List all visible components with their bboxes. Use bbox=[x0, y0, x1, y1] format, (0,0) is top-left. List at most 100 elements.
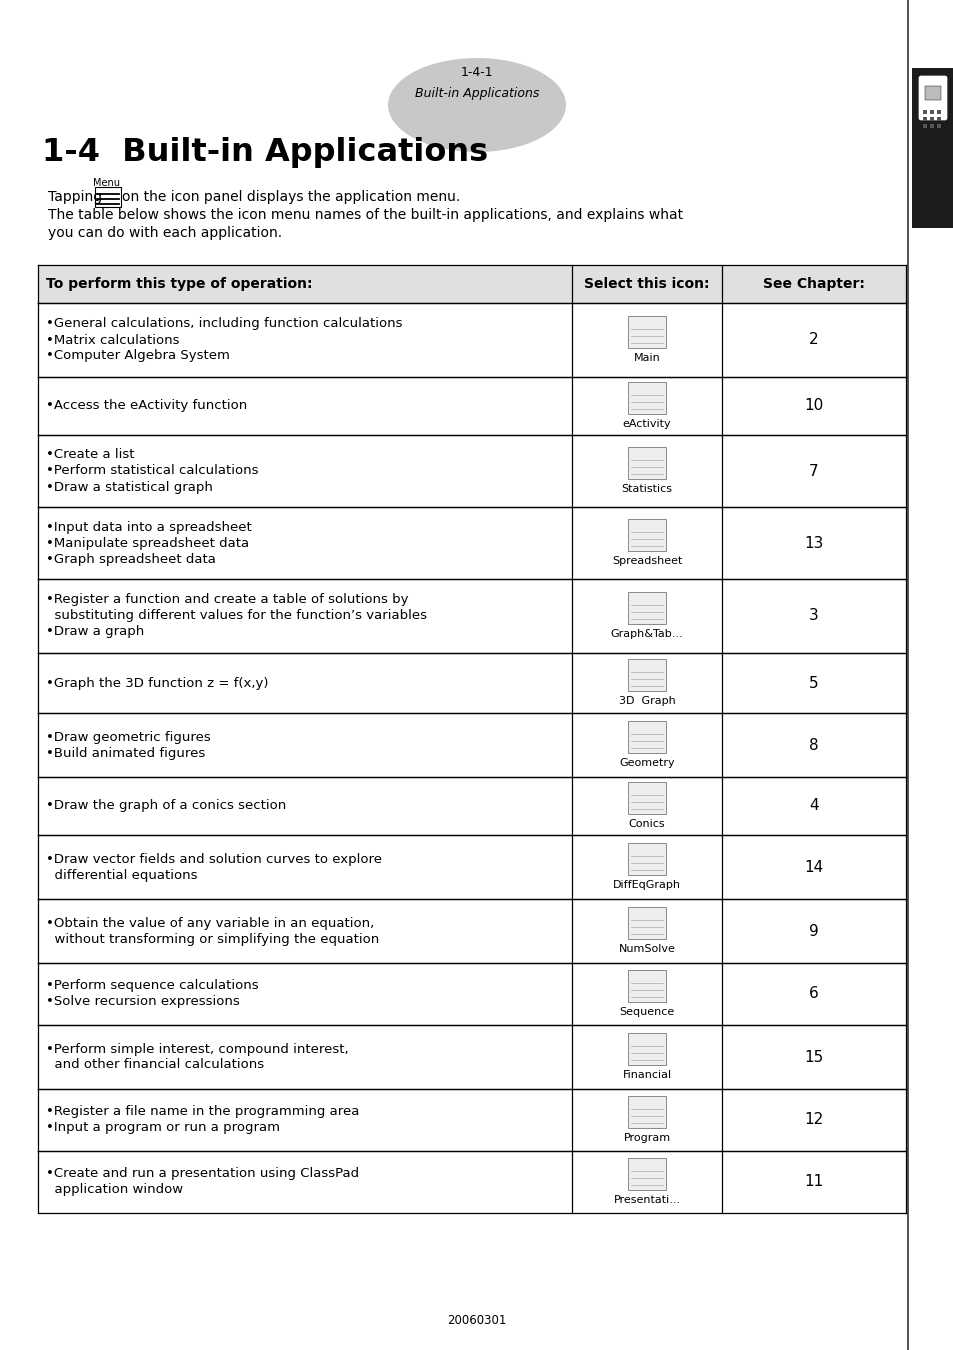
Text: 20060301: 20060301 bbox=[447, 1314, 506, 1327]
Text: 12: 12 bbox=[803, 1112, 822, 1127]
Text: The table below shows the icon menu names of the built-in applications, and expl: The table below shows the icon menu name… bbox=[48, 208, 682, 221]
Text: 8: 8 bbox=[808, 737, 818, 752]
Text: application window: application window bbox=[46, 1184, 183, 1196]
Text: Sequence: Sequence bbox=[618, 1007, 674, 1017]
Text: See Chapter:: See Chapter: bbox=[762, 277, 864, 292]
Text: •Perform simple interest, compound interest,: •Perform simple interest, compound inter… bbox=[46, 1042, 348, 1056]
Text: you can do with each application.: you can do with each application. bbox=[48, 225, 282, 240]
Text: Statistics: Statistics bbox=[620, 485, 672, 494]
Ellipse shape bbox=[388, 58, 565, 153]
Bar bbox=[627, 1158, 665, 1189]
Text: •Obtain the value of any variable in an equation,: •Obtain the value of any variable in an … bbox=[46, 917, 374, 930]
Text: •Draw the graph of a conics section: •Draw the graph of a conics section bbox=[46, 799, 286, 813]
Bar bbox=[38, 377, 905, 435]
Text: DiffEqGraph: DiffEqGraph bbox=[613, 880, 680, 890]
Bar bbox=[923, 124, 926, 128]
Bar bbox=[936, 109, 940, 113]
Text: •Perform statistical calculations: •Perform statistical calculations bbox=[46, 464, 258, 478]
Bar bbox=[627, 593, 665, 624]
Text: Spreadsheet: Spreadsheet bbox=[611, 556, 681, 566]
Text: Program: Program bbox=[622, 1133, 670, 1143]
Text: 4: 4 bbox=[808, 798, 818, 814]
Bar bbox=[38, 579, 905, 653]
Text: To perform this type of operation:: To perform this type of operation: bbox=[46, 277, 313, 292]
Text: NumSolve: NumSolve bbox=[618, 944, 675, 954]
Text: 1-4  Built-in Applications: 1-4 Built-in Applications bbox=[42, 136, 488, 167]
Bar bbox=[627, 518, 665, 551]
Text: •Graph spreadsheet data: •Graph spreadsheet data bbox=[46, 552, 215, 566]
Text: 15: 15 bbox=[803, 1049, 822, 1065]
Text: 6: 6 bbox=[808, 987, 818, 1002]
Bar bbox=[38, 836, 905, 899]
Text: •Input data into a spreadsheet: •Input data into a spreadsheet bbox=[46, 521, 252, 533]
Text: •Input a program or run a program: •Input a program or run a program bbox=[46, 1122, 280, 1134]
Text: 3D  Graph: 3D Graph bbox=[618, 697, 675, 706]
Text: •Draw a graph: •Draw a graph bbox=[46, 625, 144, 639]
Bar bbox=[627, 447, 665, 479]
Bar bbox=[627, 907, 665, 940]
Text: •Perform sequence calculations: •Perform sequence calculations bbox=[46, 980, 258, 992]
Text: Built-in Applications: Built-in Applications bbox=[415, 86, 538, 100]
Text: 3: 3 bbox=[808, 609, 818, 624]
Text: Conics: Conics bbox=[628, 819, 664, 829]
Text: differential equations: differential equations bbox=[46, 868, 197, 882]
Text: Main: Main bbox=[633, 352, 659, 363]
Bar bbox=[38, 435, 905, 508]
Text: 11: 11 bbox=[803, 1174, 822, 1189]
Bar bbox=[627, 1096, 665, 1129]
Text: Tapping: Tapping bbox=[48, 190, 102, 204]
Text: 1-4-1: 1-4-1 bbox=[460, 66, 493, 80]
Bar bbox=[38, 265, 905, 302]
Bar bbox=[95, 188, 121, 207]
Text: eActivity: eActivity bbox=[622, 418, 671, 429]
Bar bbox=[38, 1152, 905, 1214]
Text: Presentati...: Presentati... bbox=[613, 1195, 679, 1206]
Bar bbox=[38, 963, 905, 1025]
Text: Geometry: Geometry bbox=[618, 757, 674, 768]
FancyBboxPatch shape bbox=[918, 76, 946, 120]
Text: Financial: Financial bbox=[621, 1071, 671, 1080]
Text: 14: 14 bbox=[803, 860, 822, 875]
Bar bbox=[929, 124, 933, 128]
Text: 10: 10 bbox=[803, 398, 822, 413]
Text: •Draw geometric figures: •Draw geometric figures bbox=[46, 730, 211, 744]
Text: substituting different values for the function’s variables: substituting different values for the fu… bbox=[46, 609, 427, 622]
Bar bbox=[38, 713, 905, 778]
Bar bbox=[627, 842, 665, 875]
Text: •Create a list: •Create a list bbox=[46, 448, 134, 462]
Text: Menu: Menu bbox=[93, 178, 120, 188]
Bar bbox=[929, 109, 933, 113]
Text: 9: 9 bbox=[808, 923, 818, 938]
Bar bbox=[929, 117, 933, 121]
Text: 7: 7 bbox=[808, 463, 818, 478]
Bar bbox=[627, 1033, 665, 1065]
Bar bbox=[936, 124, 940, 128]
Text: •Computer Algebra System: •Computer Algebra System bbox=[46, 350, 230, 363]
Bar bbox=[627, 382, 665, 414]
Bar bbox=[38, 302, 905, 377]
Bar bbox=[627, 782, 665, 814]
Text: •Draw vector fields and solution curves to explore: •Draw vector fields and solution curves … bbox=[46, 852, 381, 865]
Bar bbox=[936, 117, 940, 121]
Text: 2: 2 bbox=[808, 332, 818, 347]
Text: •Create and run a presentation using ClassPad: •Create and run a presentation using Cla… bbox=[46, 1168, 358, 1180]
Text: •Build animated figures: •Build animated figures bbox=[46, 747, 205, 760]
Text: •Solve recursion expressions: •Solve recursion expressions bbox=[46, 995, 239, 1008]
Bar bbox=[923, 117, 926, 121]
Text: •Register a file name in the programming area: •Register a file name in the programming… bbox=[46, 1106, 359, 1119]
Bar bbox=[627, 721, 665, 753]
Bar bbox=[627, 971, 665, 1002]
Text: and other financial calculations: and other financial calculations bbox=[46, 1058, 264, 1072]
Text: •Register a function and create a table of solutions by: •Register a function and create a table … bbox=[46, 594, 408, 606]
Bar bbox=[38, 899, 905, 963]
Text: •General calculations, including function calculations: •General calculations, including functio… bbox=[46, 317, 402, 331]
Bar bbox=[911, 68, 953, 228]
Bar bbox=[923, 109, 926, 113]
Bar bbox=[38, 778, 905, 836]
Bar bbox=[924, 86, 940, 100]
Bar bbox=[627, 316, 665, 348]
Text: •Manipulate spreadsheet data: •Manipulate spreadsheet data bbox=[46, 536, 249, 549]
Bar bbox=[38, 1089, 905, 1152]
Text: 13: 13 bbox=[803, 536, 822, 551]
Text: •Draw a statistical graph: •Draw a statistical graph bbox=[46, 481, 213, 494]
